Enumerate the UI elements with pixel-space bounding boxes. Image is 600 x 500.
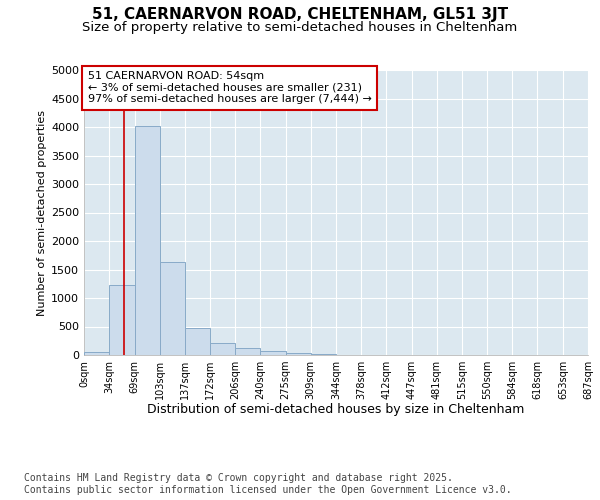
Bar (286, 352, 311, 355)
Bar (160, 262, 185, 355)
Bar (134, 126, 160, 355)
Bar (84, 352, 109, 355)
Text: 51, CAERNARVON ROAD, CHELTENHAM, GL51 3JT: 51, CAERNARVON ROAD, CHELTENHAM, GL51 3J… (92, 8, 508, 22)
Text: 51 CAERNARVON ROAD: 54sqm
← 3% of semi-detached houses are smaller (231)
97% of : 51 CAERNARVON ROAD: 54sqm ← 3% of semi-d… (88, 71, 371, 104)
Bar (311, 354, 337, 355)
Text: Distribution of semi-detached houses by size in Cheltenham: Distribution of semi-detached houses by … (148, 402, 524, 415)
Y-axis label: Number of semi-detached properties: Number of semi-detached properties (37, 110, 47, 316)
Bar (185, 328, 210, 355)
Bar (109, 285, 134, 355)
Text: Size of property relative to semi-detached houses in Cheltenham: Size of property relative to semi-detach… (82, 21, 518, 34)
Text: Contains HM Land Registry data © Crown copyright and database right 2025.
Contai: Contains HM Land Registry data © Crown c… (24, 474, 512, 495)
Bar (235, 348, 260, 355)
Bar (210, 343, 235, 355)
Bar (260, 351, 286, 355)
